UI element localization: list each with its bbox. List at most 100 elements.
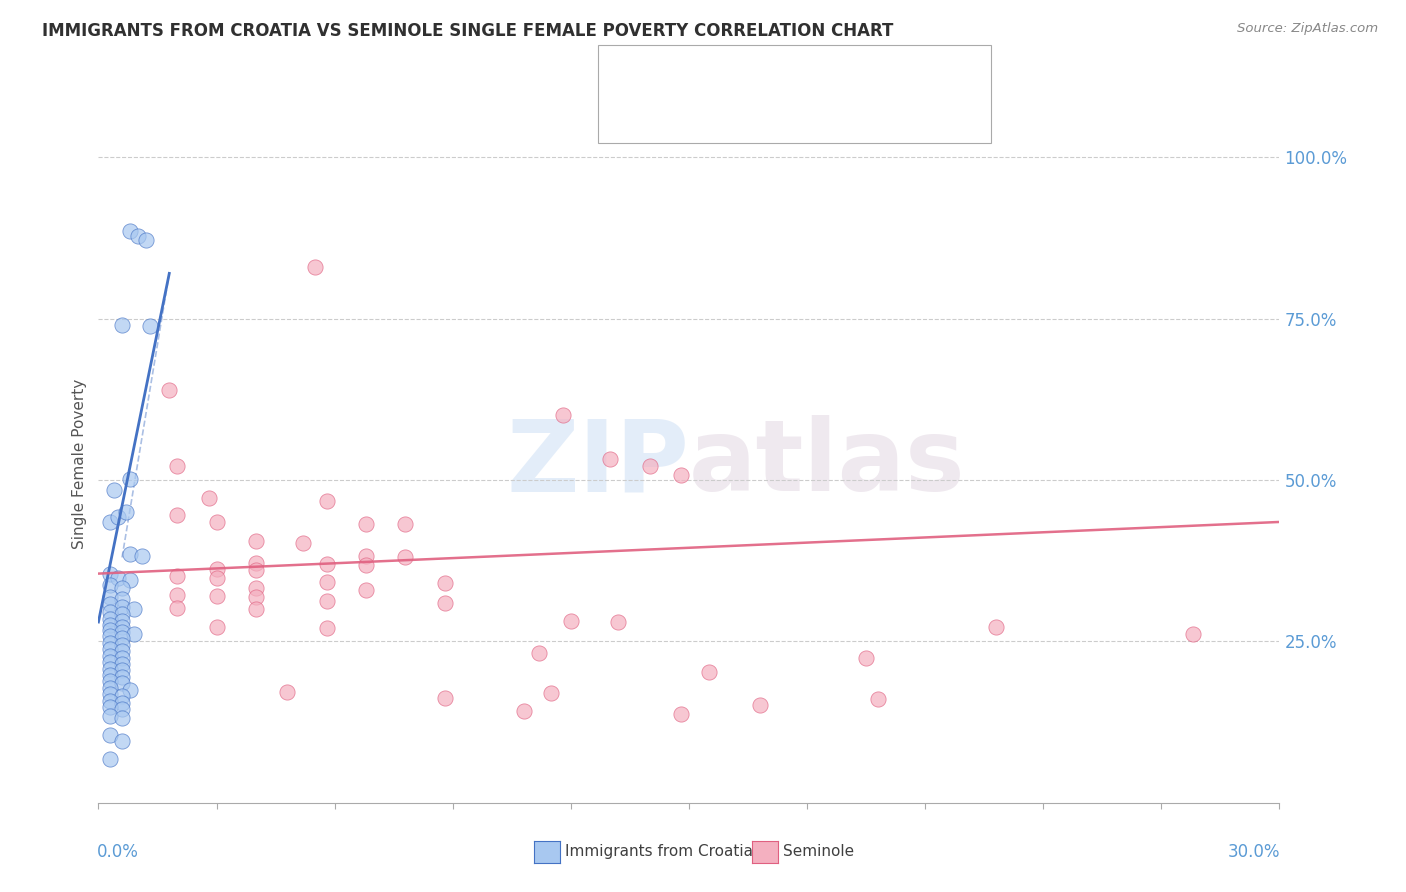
Text: Source: ZipAtlas.com: Source: ZipAtlas.com <box>1237 22 1378 36</box>
Text: 0.0%: 0.0% <box>97 844 139 862</box>
Point <box>98 687 121 701</box>
Point <box>669 706 692 721</box>
Text: 30.0%: 30.0% <box>1229 844 1281 862</box>
Point <box>111 676 134 690</box>
Point <box>98 700 121 714</box>
Point <box>135 233 157 247</box>
Point <box>98 661 121 675</box>
Point <box>607 615 630 629</box>
Point <box>315 594 337 608</box>
Point <box>98 566 121 581</box>
Point <box>103 483 125 497</box>
Point <box>98 635 121 649</box>
Point <box>98 728 121 742</box>
Text: R = 0.107: R = 0.107 <box>664 103 754 120</box>
Point <box>98 605 121 619</box>
Point <box>98 648 121 663</box>
Point <box>540 686 562 700</box>
Point <box>245 563 267 577</box>
Point <box>111 581 134 595</box>
Point <box>111 670 134 684</box>
Point <box>111 607 134 622</box>
Point <box>166 508 188 523</box>
Point <box>354 549 377 564</box>
Point <box>98 642 121 657</box>
Point <box>205 620 228 634</box>
Point <box>205 589 228 603</box>
Point <box>166 458 188 473</box>
Y-axis label: Single Female Poverty: Single Female Poverty <box>72 379 87 549</box>
Point <box>433 596 456 610</box>
Point <box>131 549 153 564</box>
Point <box>111 664 134 678</box>
Point <box>122 602 145 616</box>
Point <box>551 409 574 423</box>
Point <box>315 574 337 589</box>
Point <box>205 515 228 529</box>
Point <box>122 626 145 640</box>
Point <box>98 597 121 611</box>
Text: IMMIGRANTS FROM CROATIA VS SEMINOLE SINGLE FEMALE POVERTY CORRELATION CHART: IMMIGRANTS FROM CROATIA VS SEMINOLE SING… <box>42 22 894 40</box>
Point <box>98 623 121 637</box>
Point <box>98 708 121 723</box>
Point <box>205 571 228 585</box>
Point <box>111 592 134 607</box>
Point <box>855 650 877 665</box>
Point <box>98 515 121 529</box>
Point <box>111 638 134 652</box>
Point <box>98 674 121 689</box>
Point <box>107 509 129 524</box>
Point <box>118 472 141 486</box>
Point <box>354 558 377 573</box>
Point <box>111 614 134 628</box>
Text: N = 60: N = 60 <box>783 62 851 80</box>
Point <box>166 600 188 615</box>
Point <box>166 588 188 602</box>
Point <box>433 691 456 706</box>
Text: N = 52: N = 52 <box>783 103 851 120</box>
Point <box>315 493 337 508</box>
Point <box>118 682 141 697</box>
Text: atlas: atlas <box>689 416 966 512</box>
Point <box>599 452 621 467</box>
Point <box>98 655 121 669</box>
Point <box>111 696 134 710</box>
Point <box>111 657 134 671</box>
Point <box>669 467 692 482</box>
Point <box>697 665 720 680</box>
Point <box>315 557 337 571</box>
Point <box>98 612 121 626</box>
Point <box>98 577 121 591</box>
Point <box>107 571 129 585</box>
Point <box>394 550 416 565</box>
Point <box>197 491 219 505</box>
Point <box>111 690 134 704</box>
Text: R = 0.451: R = 0.451 <box>664 62 754 80</box>
Point <box>245 556 267 570</box>
Point <box>98 681 121 695</box>
Point <box>512 704 534 718</box>
Point <box>354 582 377 597</box>
Point <box>111 734 134 748</box>
Point <box>394 516 416 531</box>
Point <box>245 534 267 549</box>
Point <box>166 568 188 582</box>
Point <box>118 547 141 561</box>
Point <box>245 591 267 605</box>
Point <box>118 573 141 587</box>
Text: Seminole: Seminole <box>783 845 855 859</box>
Point <box>560 614 582 628</box>
Point <box>98 668 121 682</box>
Point <box>111 710 134 724</box>
Text: Immigrants from Croatia: Immigrants from Croatia <box>565 845 754 859</box>
Text: ZIP: ZIP <box>506 416 689 512</box>
Point <box>111 644 134 658</box>
Point <box>111 620 134 634</box>
Point <box>529 646 551 660</box>
Point <box>111 600 134 615</box>
Point <box>98 618 121 632</box>
Point <box>111 702 134 716</box>
Point <box>115 505 138 519</box>
Point <box>315 622 337 636</box>
Point <box>98 752 121 766</box>
